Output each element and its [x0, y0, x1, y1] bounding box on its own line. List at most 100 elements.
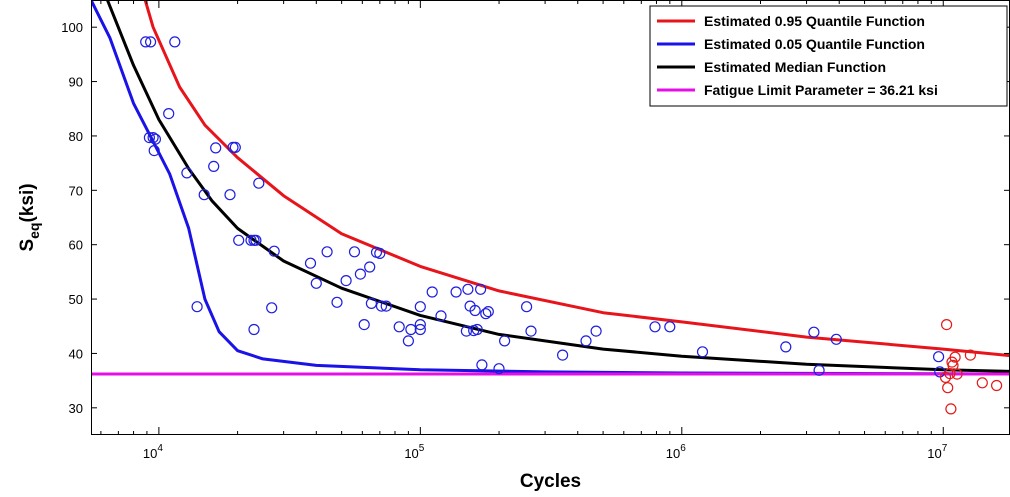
data-point-5 [147, 132, 159, 144]
data-point-44 [414, 323, 426, 336]
data-point-68 [780, 341, 792, 353]
data-point-7 [148, 145, 160, 157]
data-point-18 [245, 234, 257, 246]
data-point-70 [813, 364, 825, 376]
data-point-4 [143, 132, 155, 144]
y-tick-label: 90 [69, 75, 83, 90]
y-axis-title: Seq(ksi) [17, 183, 42, 251]
data-point-59 [499, 335, 511, 347]
data-point-54 [475, 283, 487, 295]
data-point-55 [476, 359, 488, 371]
runout-point-4 [945, 403, 957, 415]
data-point-67 [696, 346, 709, 358]
data-point-63 [580, 335, 592, 347]
data-point-46 [435, 310, 447, 322]
y-tick-label: 60 [69, 238, 83, 253]
data-point-62 [556, 349, 569, 361]
x-tick-exponent: 5 [419, 443, 425, 454]
data-point-38 [380, 300, 392, 312]
data-point-1 [140, 36, 152, 48]
data-point-17 [233, 234, 245, 246]
data-point-30 [348, 246, 361, 258]
data-point-47 [450, 286, 462, 298]
data-point-48 [460, 325, 472, 337]
y-tick-label: 40 [69, 346, 83, 361]
y-tick-label: 30 [69, 401, 83, 416]
series-line-2 [91, 0, 1010, 376]
data-point-6 [149, 133, 161, 145]
data-point-71 [830, 333, 842, 345]
data-point-43 [414, 319, 426, 331]
plot-area [91, 0, 1010, 415]
x-axis-title: Cycles [520, 471, 581, 492]
data-point-2 [145, 36, 157, 48]
data-point-26 [310, 277, 322, 289]
data-point-27 [321, 246, 333, 258]
data-point-64 [590, 325, 602, 337]
y-tick-label: 80 [69, 129, 83, 144]
data-point-8 [163, 107, 175, 120]
y-tick-label: 70 [69, 183, 83, 198]
data-point-56 [480, 308, 492, 320]
data-point-9 [181, 167, 193, 179]
data-point-61 [525, 325, 537, 337]
data-point-16 [253, 177, 265, 189]
y-axis-title-unit: (ksi) [17, 183, 38, 222]
data-point-39 [393, 321, 405, 333]
data-point-23 [248, 323, 260, 336]
data-point-40 [402, 335, 414, 347]
runout-point-7 [949, 351, 961, 363]
data-point-13 [229, 141, 241, 153]
data-point-31 [354, 268, 366, 280]
data-point-22 [191, 301, 203, 313]
x-tick-label: 104 [143, 443, 163, 461]
data-point-41 [405, 323, 417, 336]
x-tick-base: 10 [404, 446, 418, 461]
data-point-10 [210, 142, 222, 154]
runout-point-9 [964, 349, 977, 361]
data-point-72 [932, 351, 945, 363]
data-point-58 [493, 363, 505, 375]
data-point-28 [331, 296, 343, 308]
data-point-42 [414, 301, 426, 313]
x-tick-exponent: 4 [157, 443, 163, 454]
x-tick-label: 106 [666, 443, 686, 461]
legend-label-3: Estimated Median Function [704, 59, 886, 75]
data-point-24 [266, 302, 278, 314]
data-point-37 [375, 300, 388, 312]
data-point-29 [340, 275, 352, 287]
legend-label-1: Estimated 0.95 Quantile Function [704, 13, 925, 29]
y-axis-title-main: S [17, 239, 38, 252]
runout-point-2 [942, 382, 954, 394]
x-tick-exponent: 7 [942, 443, 948, 454]
legend-label-2: Estimated 0.05 Quantile Function [704, 36, 925, 52]
data-point-20 [250, 234, 262, 246]
data-point-33 [364, 261, 376, 273]
data-point-11 [208, 160, 220, 172]
data-point-32 [358, 319, 370, 331]
data-point-25 [304, 257, 317, 269]
x-tick-exponent: 6 [680, 443, 686, 454]
data-point-69 [808, 326, 820, 338]
data-point-57 [482, 306, 494, 318]
data-point-34 [365, 297, 377, 309]
x-tick-label: 105 [404, 443, 424, 461]
data-point-45 [426, 286, 438, 298]
runout-point-12 [939, 371, 952, 383]
legend-label-4: Fatigue Limit Parameter = 36.21 ksi [704, 82, 938, 98]
y-axis-title-subscript: eq [26, 223, 42, 239]
legend: Estimated 0.95 Quantile Function Estimate… [649, 5, 1008, 107]
x-tick-base: 10 [927, 446, 941, 461]
y-tick-label: 100 [61, 20, 83, 35]
data-point-66 [664, 321, 676, 333]
x-tick-label: 107 [927, 443, 947, 461]
data-point-65 [649, 321, 661, 333]
data-point-52 [469, 304, 481, 317]
runout-point-8 [951, 368, 963, 380]
data-point-21 [268, 245, 280, 257]
data-point-14 [224, 189, 236, 201]
data-point-53 [471, 323, 483, 336]
